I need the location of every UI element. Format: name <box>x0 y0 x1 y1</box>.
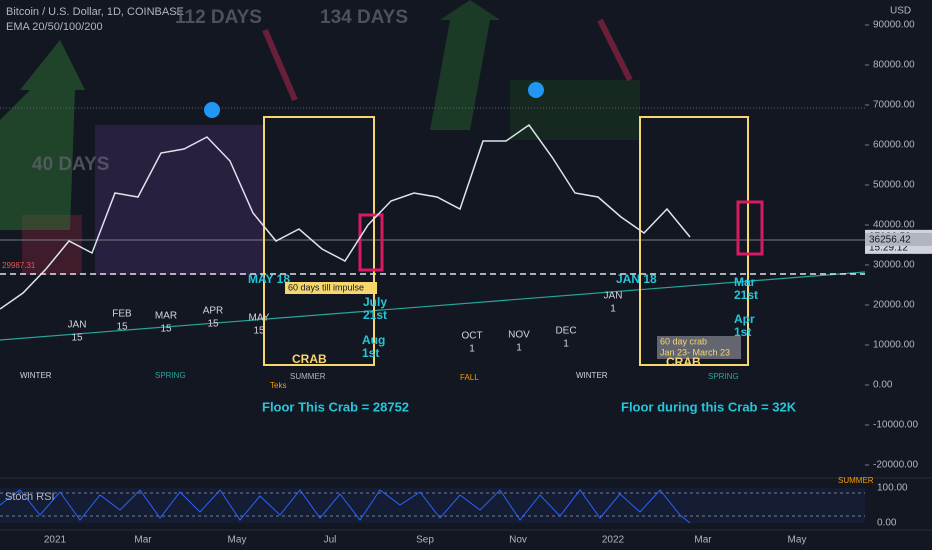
price-tick-label: 30000.00 <box>873 260 915 271</box>
annotation: WINTER <box>576 371 608 380</box>
annotation: SUMMER <box>290 372 326 381</box>
pin <box>528 82 544 98</box>
annotation: 60 days till impulse <box>288 282 364 292</box>
label-bg <box>285 282 377 294</box>
pin <box>204 102 220 118</box>
price-tick-label: 40000.00 <box>873 220 915 231</box>
time-label: Jul <box>324 535 337 546</box>
overlay-text: 134 DAYS <box>320 7 408 28</box>
annotation: 1st <box>734 325 751 339</box>
date-day: 1 <box>469 344 475 355</box>
annotation: Mar <box>734 275 756 289</box>
crab-box <box>263 116 375 366</box>
price-tick-label: 70000.00 <box>873 100 915 111</box>
date-day: 15 <box>207 319 219 330</box>
annotation: 1st <box>362 346 379 360</box>
time-label: Mar <box>694 535 712 546</box>
date-day: 15 <box>116 322 128 333</box>
time-label: Mar <box>134 535 152 546</box>
date-day: 1 <box>516 343 522 354</box>
time-label: 2022 <box>602 535 625 546</box>
date-day: 15 <box>160 324 172 335</box>
date-day: 1 <box>610 304 616 315</box>
annotation: JAN 18 <box>616 272 657 286</box>
annotation: Jan 23- March 23 <box>660 347 730 357</box>
price-tick-label: 20000.00 <box>873 300 915 311</box>
price-tag <box>865 232 932 246</box>
date-month: MAR <box>155 311 177 322</box>
price-tag-label: 36256.42 <box>869 235 911 246</box>
arrow <box>0 40 85 230</box>
impulse-box <box>358 213 384 272</box>
annotation: MAY 18 <box>248 272 290 286</box>
crab-box <box>639 116 749 366</box>
date-month: MAY <box>249 313 270 324</box>
date-month: NOV <box>508 330 530 341</box>
trendline <box>0 271 866 341</box>
time-label: May <box>228 535 247 546</box>
price-tick-label: 60000.00 <box>873 140 915 151</box>
stoch-k <box>0 489 691 524</box>
annotation: Aug <box>362 333 385 347</box>
date-month: FEB <box>112 309 132 320</box>
annotation: SUMMER <box>838 476 874 485</box>
annotation: Floor during this Crab = 32K <box>621 399 797 414</box>
date-day: 15 <box>253 326 265 337</box>
annotation: CRAB <box>292 352 327 366</box>
date-month: DEC <box>555 326 576 337</box>
annotation: SPRING <box>155 371 186 380</box>
annotation: 21st <box>734 288 758 302</box>
zone <box>22 215 82 275</box>
annotation: July <box>363 295 387 309</box>
price-tick-label: -10000.00 <box>873 420 918 431</box>
arrow <box>430 0 500 130</box>
time-label: Sep <box>416 535 434 546</box>
stoch-tick: 0.00 <box>877 518 897 529</box>
stoch-band <box>0 488 865 523</box>
annotation: Apr <box>734 312 755 326</box>
stoch-title: Stoch RSI <box>5 491 55 503</box>
annotation: 29987.31 <box>2 261 36 270</box>
date-month: OCT <box>461 331 482 342</box>
label-bg <box>657 336 741 359</box>
annotation: Teks <box>270 381 286 390</box>
annotation: 21st <box>363 308 387 322</box>
price-axis <box>865 0 932 550</box>
arrow <box>597 18 633 82</box>
overlay-text: 112 DAYS <box>175 7 262 28</box>
date-month: JAN <box>604 291 623 302</box>
price-line <box>0 123 691 310</box>
price-tick-label: 90000.00 <box>873 20 915 31</box>
stoch-tick: 100.00 <box>877 483 908 494</box>
time-label: Nov <box>509 535 527 546</box>
annotation: 60 day crab <box>660 336 707 346</box>
date-month: APR <box>203 306 224 317</box>
price-tick-label: 50000.00 <box>873 180 915 191</box>
symbol: Bitcoin / U.S. Dollar, 1D, COINBASE <box>6 6 184 18</box>
currency: USD <box>890 6 911 17</box>
arrow <box>262 28 298 102</box>
zone <box>95 125 265 275</box>
indicator: EMA 20/50/100/200 <box>6 21 103 33</box>
annotation: FALL <box>460 373 479 382</box>
impulse-box <box>736 200 764 256</box>
overlay-text: 40 DAYS <box>32 154 109 175</box>
price-tick-label: 80000.00 <box>873 60 915 71</box>
time-label: 2021 <box>44 535 67 546</box>
date-month: JAN <box>68 320 87 331</box>
date-day: 1 <box>563 339 569 350</box>
price-tick-label: -20000.00 <box>873 460 918 471</box>
annotation: CRAB <box>666 355 701 369</box>
price-tag-time: 15:29:12 <box>869 242 908 253</box>
date-day: 15 <box>71 333 83 344</box>
annotation: SPRING <box>708 372 739 381</box>
time-label: May <box>788 535 807 546</box>
annotation: Floor This Crab = 28752 <box>262 399 409 414</box>
price-tick-label: 0.00 <box>873 380 893 391</box>
annotation: WINTER <box>20 371 52 380</box>
price-tick-label: 10000.00 <box>873 340 915 351</box>
